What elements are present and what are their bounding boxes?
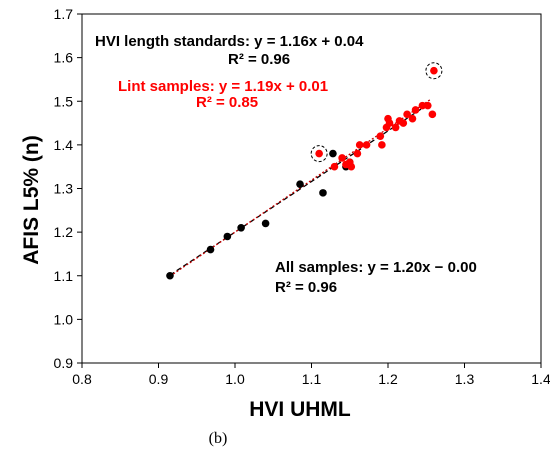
data-point [261, 219, 270, 228]
data-point [428, 110, 437, 119]
data-point [206, 245, 215, 254]
annotation-hvi-r2: R² = 0.96 [228, 51, 290, 68]
data-point [391, 123, 400, 132]
data-point [338, 154, 346, 162]
data-point [347, 162, 356, 171]
data-point [399, 119, 408, 127]
data-point [362, 141, 371, 149]
data-point [385, 119, 394, 127]
y-tick-label: 1.7 [54, 6, 74, 22]
data-point [330, 162, 339, 171]
data-point [319, 189, 327, 197]
x-axis-title: HVI UHML [249, 398, 351, 421]
data-point [237, 223, 245, 232]
annotation-lint-equation: Lint samples: y = 1.19x + 0.01 [118, 78, 328, 95]
data-point [353, 149, 362, 158]
annotation-all-r2: R² = 0.96 [275, 279, 337, 296]
x-tick-label: 0.8 [72, 371, 92, 387]
data-point [403, 110, 411, 119]
annotation-lint-r2: R² = 0.85 [196, 94, 258, 111]
x-tick-label: 1.4 [531, 371, 550, 387]
data-point [223, 232, 232, 241]
highlight-circle [425, 62, 443, 80]
figure-caption: (b) [209, 430, 228, 447]
y-axis-title: AFIS L5% (n) [20, 135, 43, 265]
annotation-all-equation: All samples: y = 1.20x − 0.00 [275, 259, 477, 276]
annotation-hvi-equation: HVI length standards: y = 1.16x + 0.04 [95, 33, 364, 50]
x-tick-label: 1.1 [302, 371, 322, 387]
highlight-circle [310, 145, 328, 163]
data-point [378, 141, 386, 149]
data-point [329, 149, 337, 158]
y-tick-label: 1.5 [54, 93, 74, 109]
data-point [418, 101, 427, 110]
y-tick-label: 0.9 [54, 355, 74, 371]
x-tick-label: 0.9 [149, 371, 169, 387]
y-tick-label: 1.6 [54, 50, 74, 66]
data-point [423, 101, 432, 110]
data-point [315, 149, 323, 158]
y-tick-label: 1.4 [54, 137, 74, 153]
y-tick-label: 1.2 [54, 224, 74, 240]
plot-area-border [81, 13, 542, 364]
data-point [166, 271, 174, 280]
y-tick-label: 1.0 [54, 311, 74, 327]
x-tick-label: 1.0 [225, 371, 245, 387]
data-point [430, 66, 438, 75]
x-tick-label: 1.3 [455, 371, 475, 387]
data-point [355, 141, 364, 149]
data-point [408, 114, 417, 123]
y-tick-label: 1.3 [54, 181, 74, 197]
x-tick-label: 1.2 [378, 371, 398, 387]
y-tick-label: 1.1 [54, 268, 74, 284]
data-point [411, 106, 420, 114]
data-point [376, 132, 385, 140]
data-point [296, 180, 304, 188]
